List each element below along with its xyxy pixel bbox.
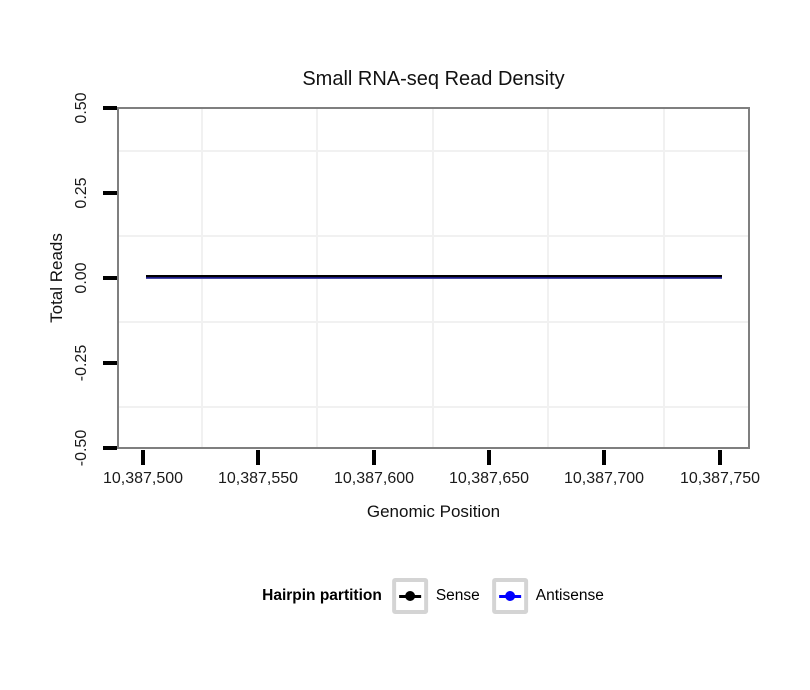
legend-label-sense: Sense	[435, 587, 480, 604]
legend-key-antisense	[491, 578, 528, 614]
y-axis-tick	[103, 106, 117, 110]
y-tick-label: 0.00	[73, 262, 90, 294]
plot-panel	[117, 107, 750, 449]
x-tick-label: 10,387,550	[217, 470, 299, 487]
x-axis-tick	[487, 450, 491, 465]
y-axis-tick	[103, 446, 117, 450]
legend-title: Hairpin partition	[262, 587, 382, 604]
minor-gridline-horizontal	[119, 321, 748, 323]
minor-gridline-horizontal	[119, 406, 748, 408]
x-tick-label: 10,387,750	[679, 470, 761, 487]
x-axis-tick	[718, 450, 722, 465]
x-axis-tick	[256, 450, 260, 465]
antisense-point-icon	[504, 591, 515, 601]
x-axis-tick	[372, 450, 376, 465]
x-tick-label: 10,387,650	[448, 470, 530, 487]
x-tick-label: 10,387,600	[333, 470, 415, 487]
y-axis-title: Total Reads	[47, 233, 66, 323]
x-axis-tick	[141, 450, 145, 465]
minor-gridline-horizontal	[119, 150, 748, 152]
y-tick-label: 0.25	[73, 177, 90, 209]
y-axis-tick	[103, 276, 117, 280]
y-tick-label: -0.25	[73, 344, 90, 382]
x-axis-title: Genomic Position	[366, 502, 501, 521]
sense-antisense-data-line	[146, 275, 722, 279]
y-tick-label: 0.50	[73, 92, 90, 124]
y-axis-tick	[103, 191, 117, 195]
y-axis-tick	[103, 361, 117, 365]
minor-gridline-horizontal	[119, 235, 748, 237]
y-tick-label: -0.50	[73, 429, 90, 467]
x-axis-tick	[602, 450, 606, 465]
chart-title: Small RNA-seq Read Density	[302, 68, 565, 90]
x-tick-label: 10,387,700	[563, 470, 645, 487]
x-tick-label: 10,387,500	[102, 470, 184, 487]
sense-point-icon	[404, 591, 415, 601]
legend: Hairpin partition Sense Antisense	[262, 578, 604, 614]
legend-label-antisense: Antisense	[535, 587, 604, 604]
legend-key-sense	[391, 578, 428, 614]
